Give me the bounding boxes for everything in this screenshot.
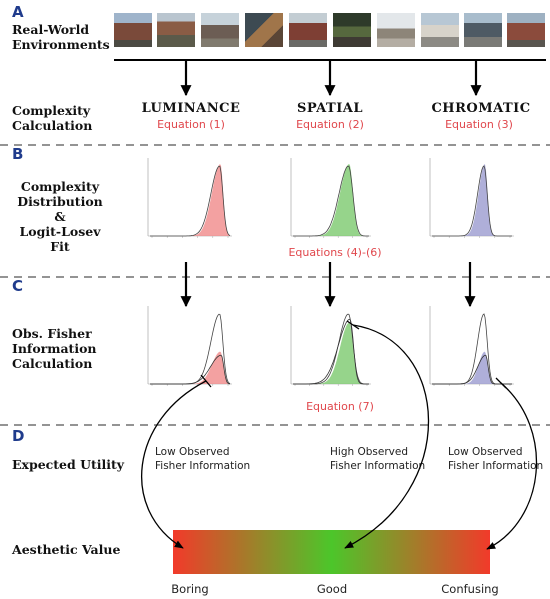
fit-curve <box>150 165 231 237</box>
fisher-curve <box>293 318 369 385</box>
utility-luminance: Low Observed Fisher Information <box>155 445 250 473</box>
fisher-curve <box>150 354 231 385</box>
fisher-curve <box>432 354 512 385</box>
distribution-fill <box>150 164 230 236</box>
environment-photo <box>245 13 283 47</box>
environment-photo <box>289 13 327 47</box>
plot-layer <box>147 158 514 386</box>
fit-curve <box>432 313 512 385</box>
environment-photo <box>377 13 415 47</box>
utility-line: Low Observed <box>155 446 230 458</box>
scale-label-boring: Boring <box>171 582 209 596</box>
equation-fisher: Equation (7) <box>306 400 374 413</box>
section-label-c: C <box>12 277 24 295</box>
distribution-fill <box>293 164 369 236</box>
curved-arrow-luminance <box>140 380 207 549</box>
utility-line: Fisher Information <box>155 460 251 472</box>
equation-luminance: Equation (1) <box>157 118 225 131</box>
utility-line: High Observed <box>330 446 408 458</box>
environment-photo <box>114 13 152 47</box>
row-label-line: Environments <box>12 37 110 52</box>
distribution-fill <box>432 351 512 384</box>
row-label-line: Distribution <box>17 194 103 209</box>
row-label-line: & <box>54 209 66 224</box>
arrow-tail-tick <box>346 320 360 330</box>
column-header-spatial: SPATIAL <box>296 101 364 116</box>
environment-photo <box>507 13 545 47</box>
column-header-chromatic: CHROMATIC <box>431 101 531 116</box>
distribution-fill <box>150 351 230 384</box>
utility-spatial: High Observed Fisher Information <box>330 445 425 473</box>
arrow-tail-tick <box>200 374 212 388</box>
equation-fit: Equations (4)-(6) <box>288 246 382 259</box>
section-label-a: A <box>12 3 24 21</box>
equation-chromatic: Equation (3) <box>445 118 513 131</box>
environment-photo <box>421 13 459 47</box>
utility-chromatic: Low Observed Fisher Information <box>448 445 543 473</box>
environment-photo <box>157 13 195 47</box>
fit-curve <box>293 165 369 237</box>
row-label-line: Calculation <box>12 118 93 133</box>
row-label-expected-utility: Expected Utility <box>12 457 125 472</box>
row-label-line: Obs. Fisher <box>12 326 92 341</box>
section-label-b: B <box>12 145 24 163</box>
row-label-line: Information <box>12 341 97 356</box>
row-label-distribution: Complexity Distribution & Logit-Losev Fi… <box>8 179 112 254</box>
utility-line: Fisher Information <box>330 460 426 472</box>
column-header-luminance: LUMINANCE <box>141 101 241 116</box>
curved-arrow-spatial <box>344 324 430 549</box>
row-label-complexity-calculation: Complexity Calculation <box>12 103 92 133</box>
row-label-line: Calculation <box>12 356 93 371</box>
row-label-line: Fit <box>50 239 70 254</box>
row-label-line: Logit-Losev <box>19 224 101 239</box>
scale-label-confusing: Confusing <box>441 582 499 596</box>
utility-line: Low Observed <box>448 446 523 458</box>
row-label-environments: Real-World Environments <box>12 22 110 52</box>
equation-spatial: Equation (2) <box>296 118 364 131</box>
fit-curve <box>293 313 369 385</box>
environment-photo <box>333 13 371 47</box>
curved-arrow-chromatic <box>486 382 538 550</box>
row-label-line: Complexity <box>12 103 91 118</box>
aesthetic-scale-bar <box>173 530 490 574</box>
arrow-tail-tick <box>495 377 507 389</box>
distribution-fill <box>293 322 369 384</box>
environment-photo <box>201 13 239 47</box>
section-label-d: D <box>12 427 25 445</box>
environment-photo <box>464 13 502 47</box>
fit-curve <box>432 165 512 237</box>
scale-label-good: Good <box>316 582 348 596</box>
row-label-line: Real-World <box>12 22 90 37</box>
row-label-fisher: Obs. Fisher Information Calculation <box>12 326 97 371</box>
row-label-line: Complexity <box>20 179 100 194</box>
row-label-aesthetic-value: Aesthetic Value <box>12 542 121 557</box>
utility-line: Fisher Information <box>448 460 544 472</box>
